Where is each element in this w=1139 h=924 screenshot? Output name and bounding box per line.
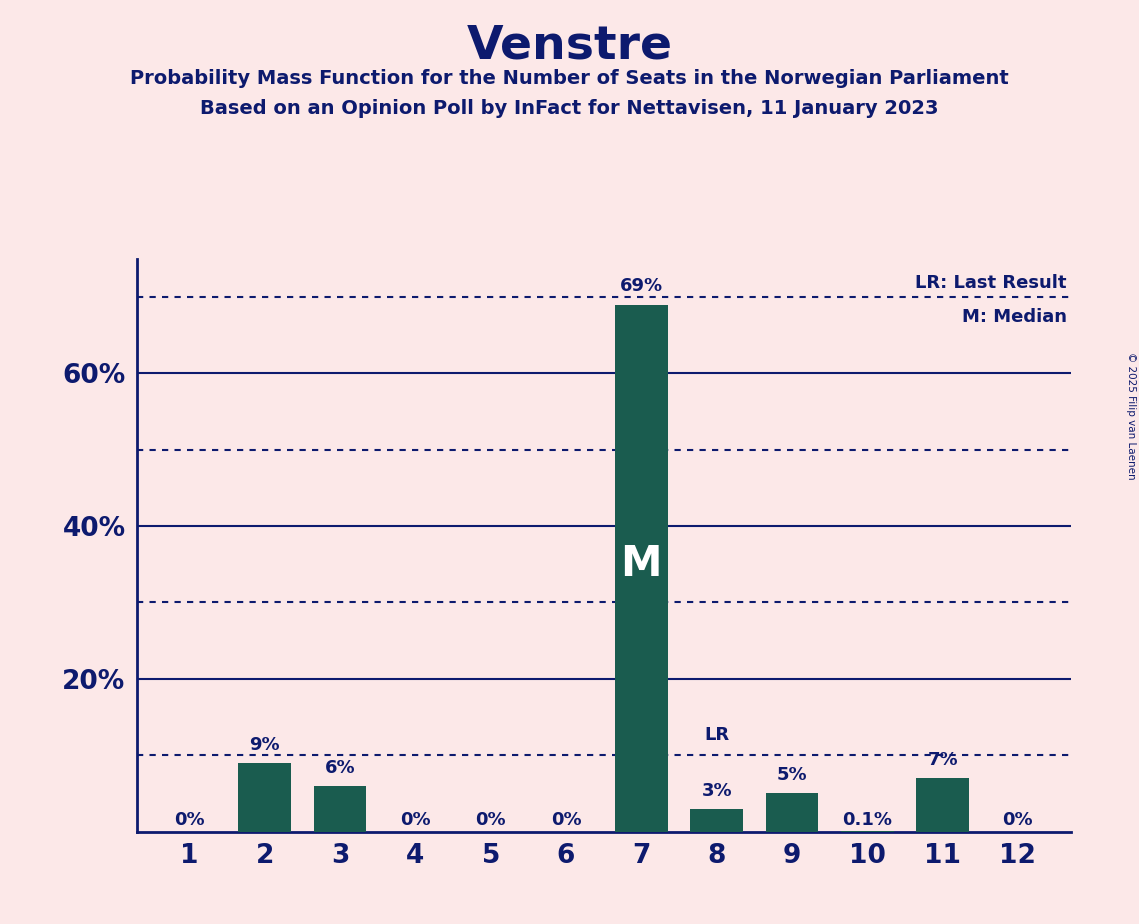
Text: 0%: 0% xyxy=(1002,810,1033,829)
Text: 0%: 0% xyxy=(400,810,431,829)
Text: 5%: 5% xyxy=(777,766,808,784)
Text: 0.1%: 0.1% xyxy=(843,810,892,829)
Bar xyxy=(765,794,818,832)
Text: 0%: 0% xyxy=(475,810,506,829)
Text: 7%: 7% xyxy=(927,751,958,769)
Bar xyxy=(238,763,292,832)
Text: Venstre: Venstre xyxy=(467,23,672,68)
Text: 9%: 9% xyxy=(249,736,280,754)
Text: 6%: 6% xyxy=(325,759,355,776)
Text: © 2025 Filip van Laenen: © 2025 Filip van Laenen xyxy=(1126,352,1136,480)
Text: 0%: 0% xyxy=(174,810,205,829)
Bar xyxy=(313,785,367,832)
Text: Probability Mass Function for the Number of Seats in the Norwegian Parliament: Probability Mass Function for the Number… xyxy=(130,69,1009,89)
Bar xyxy=(615,305,667,832)
Text: 69%: 69% xyxy=(620,277,663,296)
Text: M: M xyxy=(621,543,662,585)
Text: M: Median: M: Median xyxy=(962,309,1067,326)
Text: Based on an Opinion Poll by InFact for Nettavisen, 11 January 2023: Based on an Opinion Poll by InFact for N… xyxy=(200,99,939,118)
Text: LR: Last Result: LR: Last Result xyxy=(916,274,1067,292)
Text: 3%: 3% xyxy=(702,782,732,799)
Bar xyxy=(916,778,969,832)
Text: 0%: 0% xyxy=(550,810,581,829)
Bar xyxy=(690,808,743,832)
Text: LR: LR xyxy=(704,725,729,744)
